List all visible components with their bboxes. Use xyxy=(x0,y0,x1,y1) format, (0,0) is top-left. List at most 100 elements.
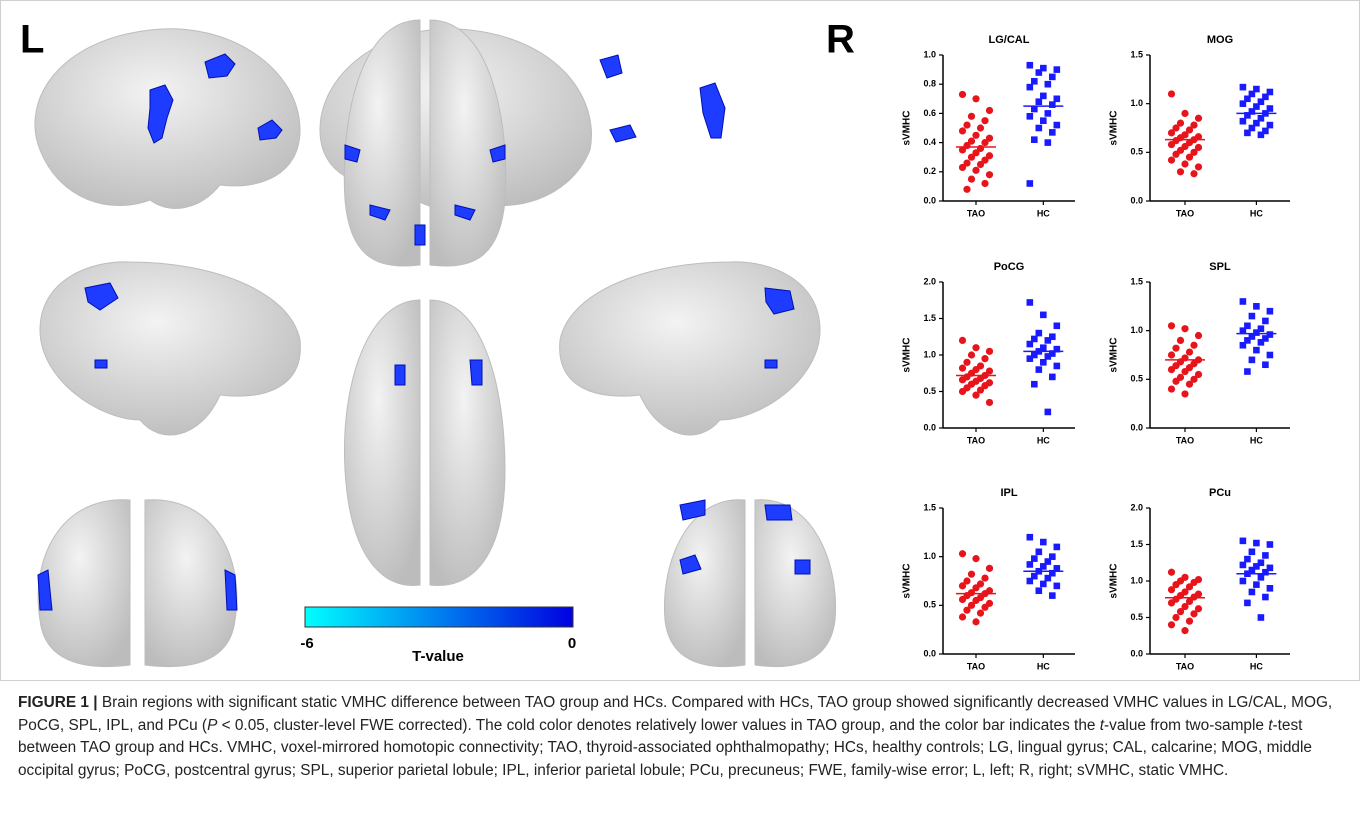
data-point xyxy=(1045,409,1052,416)
y-tick-label: 0.5 xyxy=(1130,147,1143,157)
data-point xyxy=(1036,587,1043,594)
chart-title: SPL xyxy=(1209,261,1231,273)
data-point xyxy=(1168,385,1175,392)
data-point xyxy=(1168,141,1175,148)
data-point xyxy=(981,574,988,581)
y-tick-label: 0.0 xyxy=(1130,195,1143,205)
data-point xyxy=(1168,90,1175,97)
data-point xyxy=(1186,348,1193,355)
data-point xyxy=(1244,130,1251,137)
data-point xyxy=(1262,361,1269,368)
caption: FIGURE 1 | Brain regions with significan… xyxy=(18,692,1343,782)
data-point xyxy=(1267,352,1274,359)
y-tick-label: 1.0 xyxy=(1130,98,1143,108)
data-point xyxy=(1244,556,1251,563)
data-point xyxy=(981,117,988,124)
data-point xyxy=(1181,325,1188,332)
data-point xyxy=(1249,357,1256,364)
y-tick-label: 1.5 xyxy=(923,313,936,323)
data-point xyxy=(1031,136,1038,143)
data-point xyxy=(1172,151,1179,158)
data-point xyxy=(959,337,966,344)
data-point xyxy=(1267,585,1274,592)
figure: L R -6 0 T-value LG/CALsVMHC0.00.20.40.6… xyxy=(0,0,1360,682)
data-point xyxy=(1249,313,1256,320)
colorbar-min: -6 xyxy=(300,635,313,652)
data-point xyxy=(1049,129,1056,136)
caption-text: P xyxy=(207,717,217,734)
y-tick-label: 0.5 xyxy=(923,600,936,610)
data-point xyxy=(986,348,993,355)
data-point xyxy=(1186,381,1193,388)
data-point xyxy=(1181,368,1188,375)
data-point xyxy=(1027,180,1034,187)
data-point xyxy=(963,607,970,614)
data-point xyxy=(1177,608,1184,615)
y-tick-label: 0.5 xyxy=(1130,374,1143,384)
data-point xyxy=(1049,101,1056,108)
y-axis-label: sVMHC xyxy=(1109,337,1120,372)
data-point xyxy=(1168,129,1175,136)
data-point xyxy=(1027,534,1034,541)
chart-title: MOG xyxy=(1207,34,1233,46)
data-point xyxy=(1190,342,1197,349)
data-point xyxy=(1262,552,1269,559)
data-point xyxy=(1036,69,1043,76)
data-point xyxy=(959,596,966,603)
data-point xyxy=(1027,561,1034,568)
x-tick-label: HC xyxy=(1037,208,1050,218)
y-tick-label: 1.0 xyxy=(923,349,936,359)
data-point xyxy=(972,344,979,351)
data-point xyxy=(1027,84,1034,91)
data-point xyxy=(1168,569,1175,576)
data-point xyxy=(1249,549,1256,556)
data-point xyxy=(1027,355,1034,362)
data-point xyxy=(959,91,966,98)
data-point xyxy=(1240,298,1247,305)
data-point xyxy=(1177,337,1184,344)
data-point xyxy=(1040,581,1047,588)
y-tick-label: 0.5 xyxy=(923,386,936,396)
data-point xyxy=(1168,586,1175,593)
right-label: R xyxy=(826,18,855,62)
y-tick-label: 0.8 xyxy=(923,79,936,89)
data-point xyxy=(1054,363,1061,370)
data-point xyxy=(1040,93,1047,100)
y-tick-label: 1.0 xyxy=(923,49,936,59)
data-point xyxy=(1181,110,1188,117)
data-point xyxy=(986,107,993,114)
data-point xyxy=(1049,592,1056,599)
data-point xyxy=(968,176,975,183)
data-point xyxy=(1258,574,1265,581)
data-point xyxy=(981,355,988,362)
data-point xyxy=(1258,614,1265,621)
data-point xyxy=(1036,125,1043,132)
data-point xyxy=(1045,110,1052,117)
data-point xyxy=(1258,339,1265,346)
data-point xyxy=(1190,170,1197,177)
data-point xyxy=(972,618,979,625)
data-point xyxy=(977,161,984,168)
data-point xyxy=(981,180,988,187)
data-point xyxy=(1195,163,1202,170)
x-tick-label: HC xyxy=(1250,208,1263,218)
y-tick-label: 0.0 xyxy=(1130,422,1143,432)
y-tick-label: 0.5 xyxy=(1130,612,1143,622)
data-point xyxy=(959,550,966,557)
x-tick-label: TAO xyxy=(1176,208,1194,218)
data-point xyxy=(959,127,966,134)
data-point xyxy=(1054,583,1061,590)
data-point xyxy=(1040,539,1047,546)
x-tick-label: TAO xyxy=(1176,435,1194,445)
data-point xyxy=(1168,351,1175,358)
data-point xyxy=(1195,332,1202,339)
data-point xyxy=(972,392,979,399)
data-point xyxy=(981,604,988,611)
data-point xyxy=(1190,610,1197,617)
x-tick-label: TAO xyxy=(967,208,985,218)
data-point xyxy=(968,113,975,120)
y-tick-label: 1.5 xyxy=(1130,49,1143,59)
y-tick-label: 1.0 xyxy=(1130,575,1143,585)
data-point xyxy=(1045,139,1052,146)
y-tick-label: 0.0 xyxy=(923,195,936,205)
